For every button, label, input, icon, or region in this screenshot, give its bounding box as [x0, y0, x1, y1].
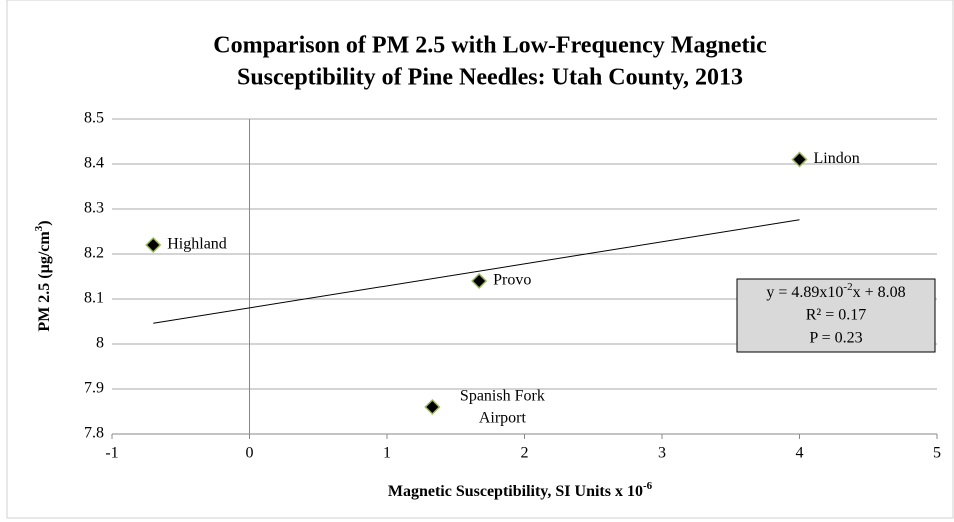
x-axis-label: Magnetic Susceptibility, SI Units x 10-6 [388, 480, 653, 500]
marker [471, 272, 488, 290]
x-tick-label: -1 [105, 445, 118, 462]
chart-title: Comparison of PM 2.5 with Low-Frequency … [213, 33, 767, 59]
point-label: Airport [479, 410, 527, 427]
marker [791, 151, 808, 168]
annotation-box [736, 278, 936, 353]
point-label: Highland [167, 236, 227, 253]
annotation: R² = 0.17 [806, 307, 867, 324]
y-tick-label: 8.4 [84, 155, 104, 172]
annotation: y = 4.89x10-2x + 8.08 [766, 281, 905, 301]
y-tick-label: 8 [96, 335, 104, 352]
y-tick-label: 8.1 [84, 290, 104, 307]
y-tick-label: 8.3 [84, 200, 104, 217]
chart-frame [6, 0, 954, 519]
annotation: P = 0.23 [809, 330, 862, 347]
point-label: Spanish Fork [460, 388, 545, 405]
trendline [153, 219, 800, 324]
marker [145, 236, 162, 254]
y-axis-label: PM 2.5 (µg/cm3) [33, 220, 53, 331]
x-tick-label: 3 [658, 445, 666, 462]
y-tick-label: 8.5 [84, 110, 104, 127]
x-tick-label: 4 [796, 445, 804, 462]
point-label: Provo [493, 272, 531, 289]
x-tick-label: 0 [246, 445, 254, 462]
chart-title: Susceptibility of Pine Needles: Utah Cou… [237, 65, 743, 91]
marker [424, 398, 441, 416]
x-tick-label: 1 [383, 445, 391, 462]
y-tick-label: 7.8 [84, 425, 104, 442]
x-tick-label: 5 [933, 445, 941, 462]
y-tick-label: 8.2 [84, 245, 104, 262]
point-label: Lindon [814, 150, 860, 167]
annotation: y = 4.89x10 [766, 284, 843, 301]
y-tick-label: 7.9 [84, 380, 104, 397]
annotation: -2 [843, 281, 852, 293]
annotation: x + 8.08 [853, 284, 906, 301]
x-tick-label: 2 [521, 445, 529, 462]
